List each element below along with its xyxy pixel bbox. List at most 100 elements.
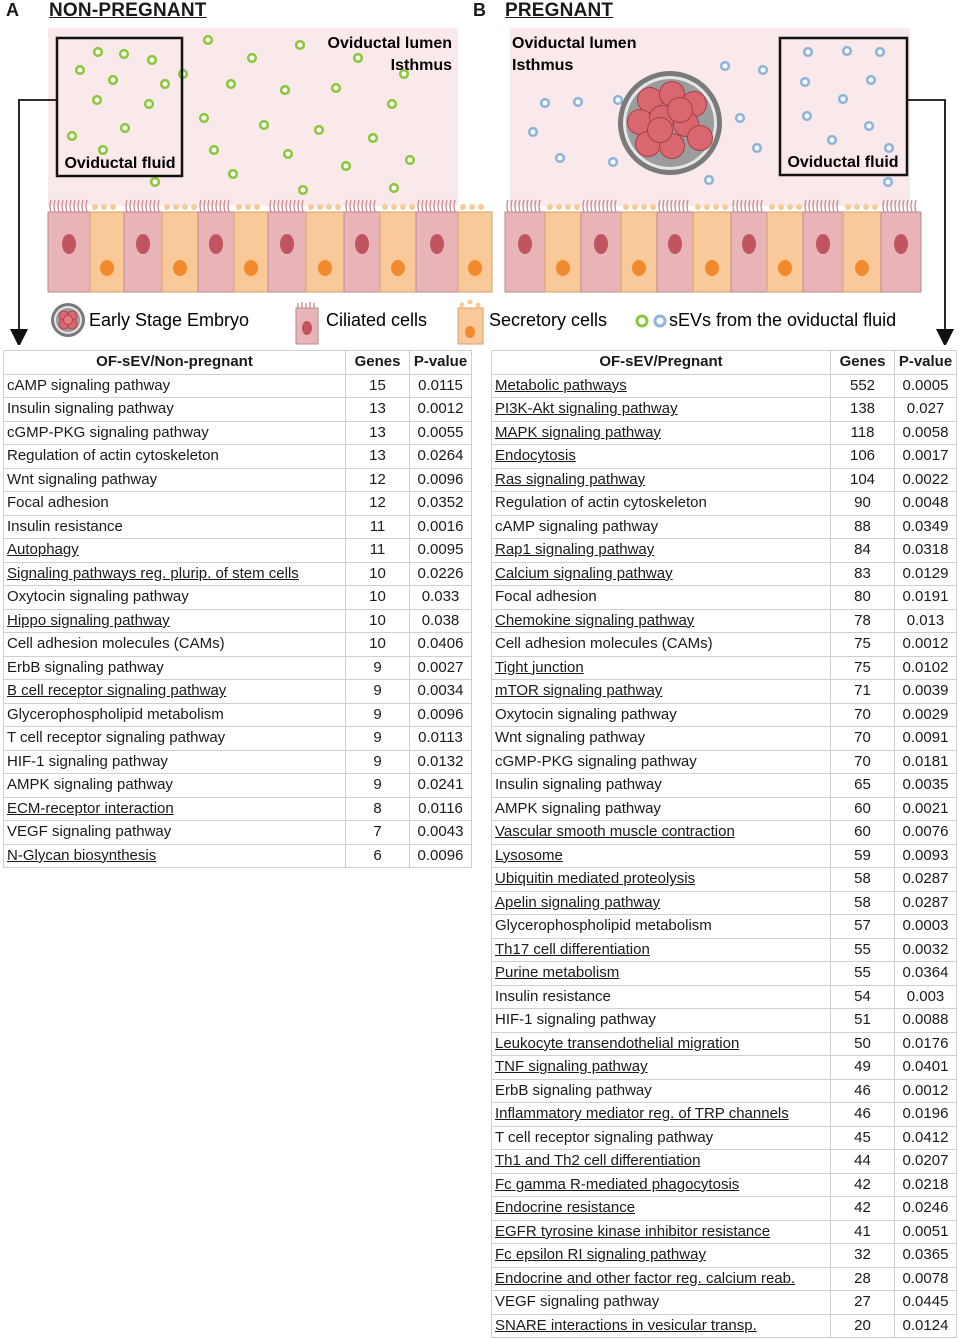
table-row: Cell adhesion molecules (CAMs) 75 0.0012: [491, 632, 957, 657]
sev-vesicle: [527, 126, 539, 138]
gene-count: 9: [345, 773, 410, 798]
ciliated-cell: [267, 199, 307, 293]
sev-vesicle: [74, 64, 86, 76]
pathway-name: Ras signaling pathway: [491, 467, 831, 492]
table-b-header-pvalue: P-value: [894, 350, 957, 375]
pathway-name: Signaling pathways reg. plurip. of stem …: [3, 561, 346, 586]
secretory-cell: [544, 204, 582, 293]
table-row: Signaling pathways reg. plurip. of stem …: [3, 561, 472, 586]
table-row: Wnt signaling pathway 70 0.0091: [491, 726, 957, 751]
p-value: 0.0412: [894, 1125, 957, 1150]
pathway-name: PI3K-Akt signaling pathway: [491, 397, 831, 422]
p-value: 0.027: [894, 397, 957, 422]
sev-vesicle: [227, 168, 239, 180]
gene-count: 8: [345, 796, 410, 821]
sev-vesicle: [554, 152, 566, 164]
pathway-name: T cell receptor signaling pathway: [3, 726, 346, 751]
secretory-cell: [842, 204, 882, 293]
sev-vesicle: [837, 93, 849, 105]
pathway-name: N-Glycan biosynthesis: [3, 843, 346, 868]
gene-count: 9: [345, 679, 410, 704]
sev-vesicle: [841, 45, 853, 57]
p-value: 0.0264: [409, 444, 472, 469]
pathway-name: Insulin signaling pathway: [491, 773, 831, 798]
p-value: 0.0029: [894, 702, 957, 727]
p-value: 0.0364: [894, 961, 957, 986]
table-row: VEGF signaling pathway 27 0.0445: [491, 1290, 957, 1315]
sev-vesicle: [107, 74, 119, 86]
gene-count: 49: [830, 1055, 895, 1080]
ciliated-cell: [880, 199, 922, 293]
gene-count: 88: [830, 514, 895, 539]
pathway-name: cGMP-PKG signaling pathway: [3, 420, 346, 445]
sev-vesicle: [279, 84, 291, 96]
legend-sev-icons: [635, 314, 667, 328]
table-row: TNF signaling pathway 49 0.0401: [491, 1055, 957, 1080]
gene-count: 78: [830, 608, 895, 633]
pathway-name: B cell receptor signaling pathway: [3, 679, 346, 704]
table-row: Endocrine resistance 42 0.0246: [491, 1196, 957, 1221]
p-value: 0.0129: [894, 561, 957, 586]
blastomere: [687, 125, 713, 151]
gene-count: 70: [830, 702, 895, 727]
p-value: 0.0191: [894, 585, 957, 610]
table-row: T cell receptor signaling pathway 9 0.0113: [3, 726, 472, 751]
sev-vesicle: [751, 142, 763, 154]
table-row: HIF-1 signaling pathway 9 0.0132: [3, 749, 472, 774]
legend-embryo-icon: [51, 303, 85, 337]
sev-vesicle: [340, 160, 352, 172]
table-row: Regulation of actin cytoskeleton 90 0.0048: [491, 491, 957, 516]
gene-count: 20: [830, 1313, 895, 1338]
sev-vesicle: [404, 154, 416, 166]
sev-vesicle: [282, 148, 294, 160]
p-value: 0.0005: [894, 373, 957, 398]
fluid-box-b: [778, 36, 909, 177]
lumen-a-label: Oviductal lumen: [328, 35, 452, 52]
gene-count: 42: [830, 1172, 895, 1197]
table-row: Apelin signaling pathway 58 0.0287: [491, 890, 957, 915]
pathway-name: Tight junction: [491, 655, 831, 680]
pathway-name: Fc gamma R-mediated phagocytosis: [491, 1172, 831, 1197]
pathway-name: Wnt signaling pathway: [491, 726, 831, 751]
pathway-name: Calcium signaling pathway: [491, 561, 831, 586]
sev-vesicle: [703, 174, 715, 186]
table-row: AMPK signaling pathway 9 0.0241: [3, 773, 472, 798]
pathway-name: HIF-1 signaling pathway: [3, 749, 346, 774]
gene-count: 11: [345, 514, 410, 539]
gene-count: 59: [830, 843, 895, 868]
table-row: T cell receptor signaling pathway 45 0.041…: [491, 1125, 957, 1150]
p-value: 0.0078: [894, 1266, 957, 1291]
pathway-name: Focal adhesion: [3, 491, 346, 516]
p-value: 0.0021: [894, 796, 957, 821]
p-value: 0.0287: [894, 890, 957, 915]
gene-count: 45: [830, 1125, 895, 1150]
table-row: Insulin signaling pathway 13 0.0012: [3, 397, 472, 422]
p-value: 0.0181: [894, 749, 957, 774]
p-value: 0.0039: [894, 679, 957, 704]
ciliated-cell: [197, 199, 235, 293]
legend-ciliated-label: Ciliated cells: [326, 310, 427, 330]
pathway-name: Cell adhesion molecules (CAMs): [3, 632, 346, 657]
sev-vesicle: [208, 144, 220, 156]
sev-vesicle: [572, 96, 584, 108]
gene-count: 50: [830, 1031, 895, 1056]
pathway-name: Th17 cell differentiation: [491, 937, 831, 962]
table-row: Insulin signaling pathway 65 0.0035: [491, 773, 957, 798]
ciliated-cell: [580, 199, 622, 293]
ciliated-cell: [47, 199, 91, 293]
table-b-header-pathway: OF-sEV/Pregnant: [491, 350, 831, 375]
table-row: Leukocyte transendothelial migration 50 0.…: [491, 1031, 957, 1056]
gene-count: 58: [830, 867, 895, 892]
p-value: 0.0034: [409, 679, 472, 704]
pathway-table-non-pregnant: OF-sEV/Non-pregnant Genes P-value cAMP s…: [3, 350, 472, 868]
table-row: Focal adhesion 12 0.0352: [3, 491, 472, 516]
pathway-name: ECM-receptor interaction: [3, 796, 346, 821]
secretory-cell: [233, 204, 269, 293]
p-value: 0.033: [409, 585, 472, 610]
p-value: 0.0176: [894, 1031, 957, 1056]
p-value: 0.038: [409, 608, 472, 633]
pathway-name: SNARE interactions in vesicular transp.: [491, 1313, 831, 1338]
gene-count: 65: [830, 773, 895, 798]
p-value: 0.013: [894, 608, 957, 633]
gene-count: 27: [830, 1290, 895, 1315]
